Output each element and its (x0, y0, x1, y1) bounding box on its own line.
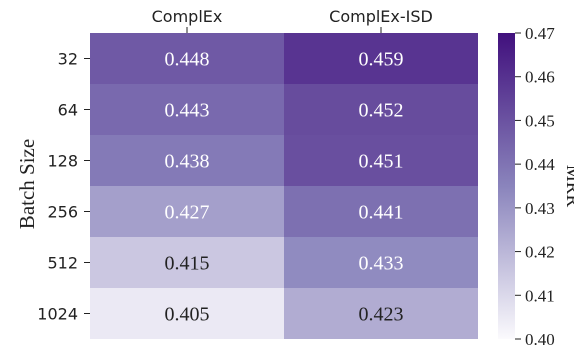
row-label: 1024 (37, 305, 78, 324)
cell-value-label: 0.423 (359, 304, 404, 326)
colorbar-tick-label: 0.42 (525, 243, 555, 262)
heatmap-cell (284, 237, 478, 288)
heatmap-cells: 0.448 0.459 0.443 0.452 0.438 0.451 0.427 0.441… (90, 33, 478, 339)
row-label: 64 (58, 101, 78, 120)
cell-value-label: 0.405 (165, 304, 210, 326)
heatmap-cell (90, 33, 284, 84)
heatmap-cell (284, 288, 478, 339)
cell-value-label: 0.438 (165, 151, 210, 173)
cell-value-label: 0.452 (359, 100, 404, 122)
heatmap-cell (284, 135, 478, 186)
column-labels: ComplEx ComplEx-ISD (152, 7, 433, 33)
heatmap-cell (90, 186, 284, 237)
row-label: 128 (47, 152, 78, 171)
heatmap-cell (284, 186, 478, 237)
heatmap-cell (90, 84, 284, 135)
heatmap-cell (90, 237, 284, 288)
column-label: ComplEx-ISD (329, 7, 433, 26)
row-labels: 32 64 128 256 512 1024 (37, 50, 90, 324)
heatmap-cell (284, 33, 478, 84)
cell-value-label: 0.451 (359, 151, 404, 173)
cell-value-label: 0.433 (359, 253, 404, 275)
cell-value-label: 0.443 (165, 100, 210, 122)
heatmap-cell (90, 288, 284, 339)
row-label: 512 (47, 254, 78, 273)
cell-value-label: 0.427 (165, 202, 210, 224)
row-label: 32 (58, 50, 78, 69)
colorbar-tick-label: 0.43 (525, 199, 555, 218)
cell-value-label: 0.448 (165, 49, 210, 71)
heatmap-cell (284, 84, 478, 135)
colorbar-tick-label: 0.44 (525, 155, 555, 174)
colorbar-label: MRR (562, 165, 574, 208)
colorbar-tick-label: 0.41 (525, 286, 555, 305)
cell-value-label: 0.459 (359, 49, 404, 71)
colorbar (498, 33, 515, 339)
cell-value-label: 0.415 (165, 253, 210, 275)
colorbar-ticks: 0.40 0.41 0.42 0.43 0.44 0.45 0.46 0.47 (515, 24, 555, 347)
cell-value-label: 0.441 (359, 202, 404, 224)
column-label: ComplEx (152, 7, 223, 26)
colorbar-tick-label: 0.45 (525, 111, 555, 130)
colorbar-tick-label: 0.47 (525, 24, 555, 43)
colorbar-tick-label: 0.40 (525, 330, 555, 347)
row-label: 256 (47, 203, 78, 222)
colorbar-tick-label: 0.46 (525, 68, 555, 87)
heatmap-cell (90, 135, 284, 186)
y-axis-label: Batch Size (15, 139, 39, 229)
